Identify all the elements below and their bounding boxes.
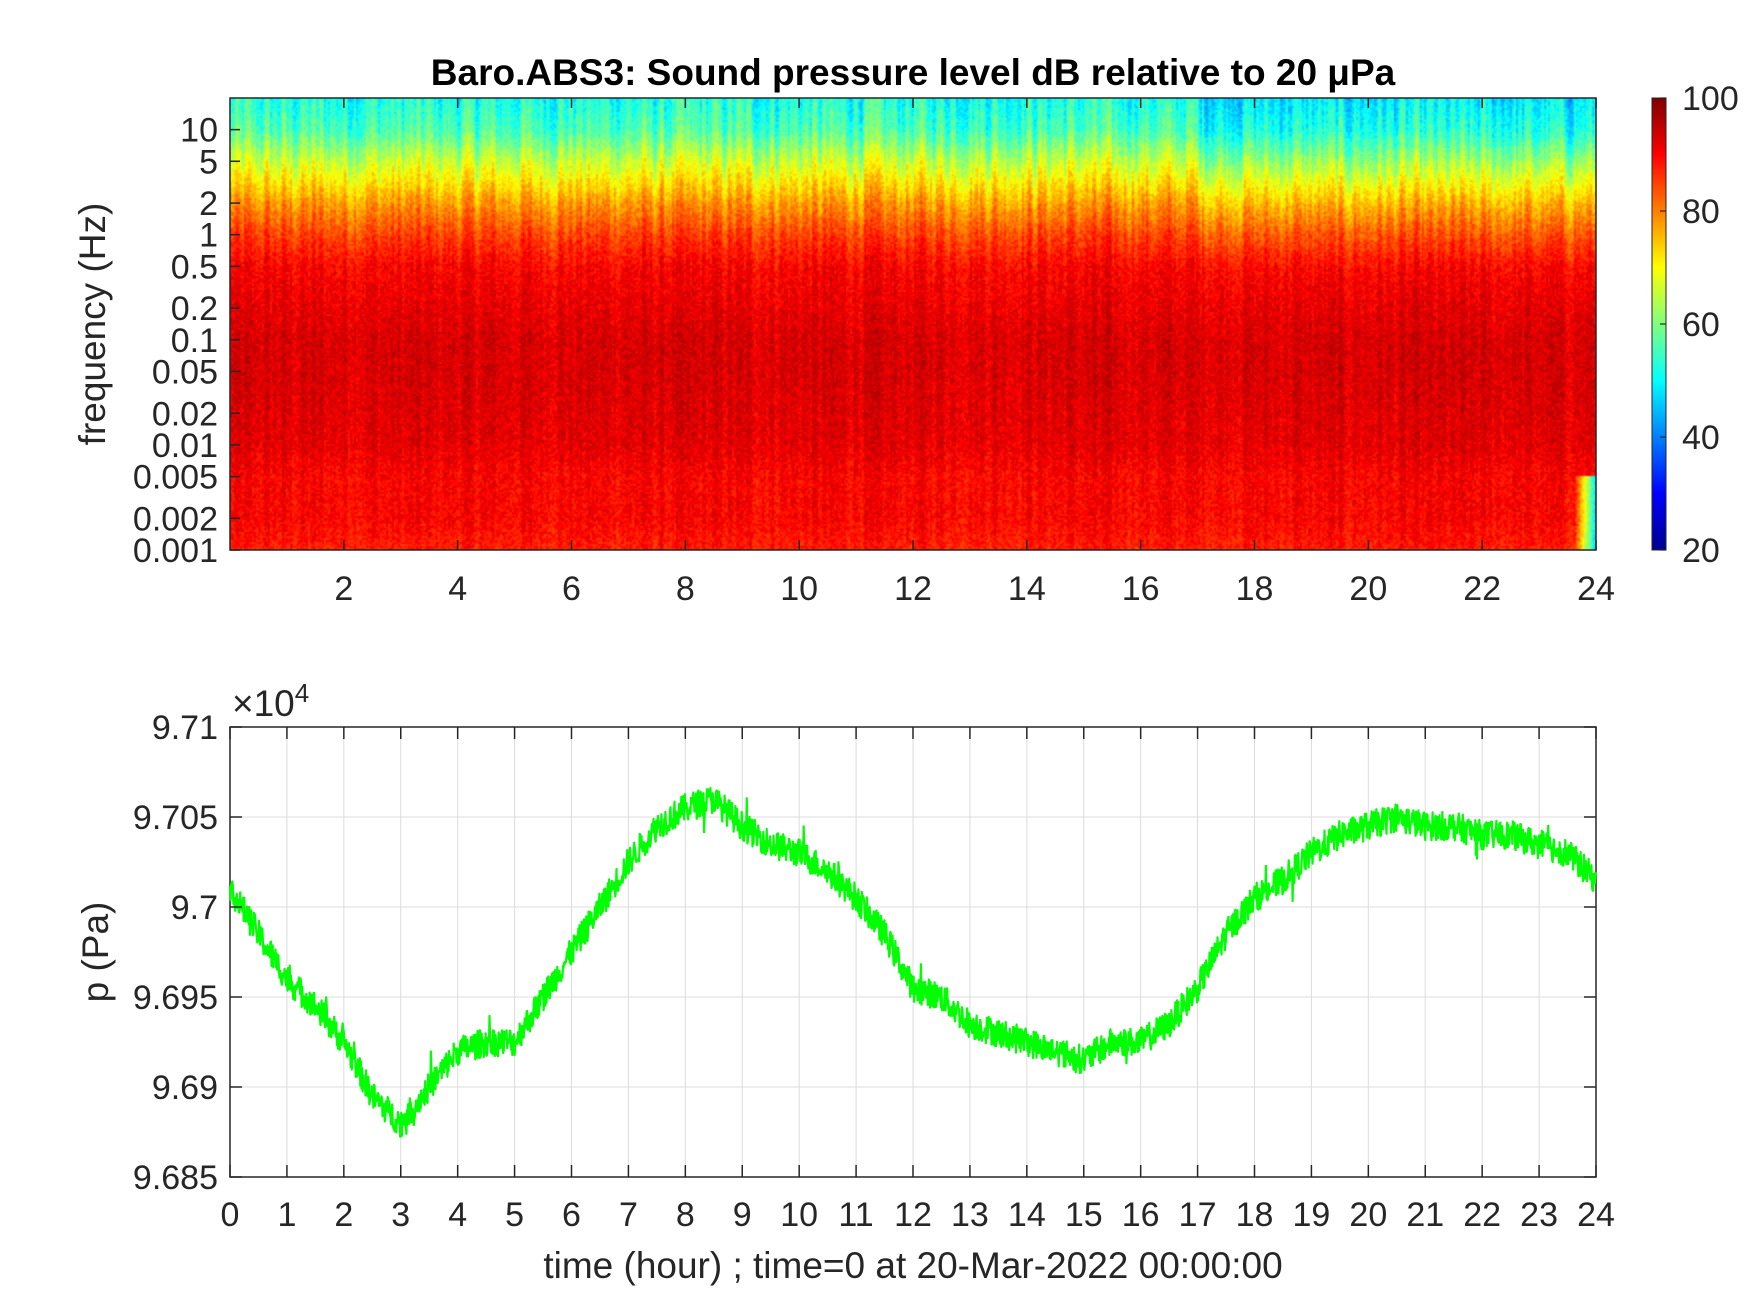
spectrogram-y-tick-label: 2 — [199, 185, 218, 223]
line-chart-y-ticks: 9.71 9.705 9.7 9.695 9.69 9.685 — [133, 709, 1596, 1197]
spectrogram-x-tick-label: 14 — [1008, 570, 1046, 608]
spectrogram-title: Baro.ABS3: Sound pressure level dB relat… — [431, 52, 1396, 93]
spectrogram-y-ticks: 105 210.5 0.20.10.05 0.020.010.0050.0020.00… — [133, 112, 240, 570]
spectrogram-y-tick-label: 0.001 — [133, 532, 218, 570]
line-x-tick-label: 10 — [780, 1196, 818, 1234]
line-x-tick-label: 24 — [1577, 1196, 1615, 1234]
line-chart-y-axis-label: p (Pa) — [75, 902, 116, 1003]
spectrogram-x-tick-label: 22 — [1463, 570, 1501, 608]
line-y-tick-label: 9.695 — [133, 979, 218, 1017]
line-x-tick-label: 13 — [951, 1196, 989, 1234]
line-x-tick-label: 3 — [391, 1196, 410, 1234]
spectrogram-x-tick-label: 8 — [676, 570, 695, 608]
spectrogram-x-tick-label: 10 — [780, 570, 818, 608]
spectrogram-x-tick-label: 6 — [562, 570, 581, 608]
spectrogram-heatmap — [230, 98, 1596, 550]
spectrogram-y-tick-label: 10 — [180, 112, 218, 150]
line-x-tick-label: 7 — [619, 1196, 638, 1234]
spectrogram-y-tick-label: 0.02 — [152, 395, 218, 433]
spectrogram-frame — [229, 97, 1597, 551]
line-x-tick-label: 1 — [277, 1196, 296, 1234]
line-x-tick-label: 20 — [1349, 1196, 1387, 1234]
spectrogram-x-tick-label: 24 — [1577, 570, 1615, 608]
line-chart-grid — [229, 726, 1597, 1178]
spectrogram-x-ticks: 2 4 6 8 10 12 14 16 18 20 22 24 — [334, 98, 1615, 608]
spectrogram-y-tick-label: 0.05 — [152, 353, 218, 391]
spectrogram-x-tick-label: 2 — [334, 570, 353, 608]
line-x-tick-label: 14 — [1008, 1196, 1046, 1234]
line-y-tick-label: 9.685 — [133, 1159, 218, 1197]
colorbar-tick-label: 80 — [1682, 193, 1720, 231]
colorbar-tick-label: 100 — [1682, 80, 1739, 118]
spectrogram-x-tick-label: 20 — [1349, 570, 1387, 608]
colorbar-tick-label: 20 — [1682, 532, 1720, 570]
line-x-tick-label: 2 — [334, 1196, 353, 1234]
spectrogram-y-axis-label: frequency (Hz) — [72, 203, 113, 446]
line-x-tick-label: 16 — [1122, 1196, 1160, 1234]
line-y-tick-label: 9.71 — [152, 709, 218, 747]
line-x-tick-label: 0 — [221, 1196, 240, 1234]
spectrogram-y-tick-label: 0.1 — [171, 322, 218, 360]
y-multiplier-exponent: 4 — [295, 678, 309, 708]
line-y-tick-label: 9.7 — [171, 889, 218, 927]
line-y-tick-label: 9.705 — [133, 799, 218, 837]
line-x-tick-label: 12 — [894, 1196, 932, 1234]
spectrogram-x-tick-label: 12 — [894, 570, 932, 608]
y-multiplier-base: ×10 — [232, 683, 295, 724]
colorbar-tick-label: 40 — [1682, 419, 1720, 457]
line-chart-x-ticks: 0 1 2 3 4 5 6 7 8 9 10 11 12 13 14 15 16 17 18 19 20 21 22 23 24 — [221, 727, 1615, 1234]
spectrogram-y-tick-label: 0.2 — [171, 290, 218, 328]
line-chart-x-axis-label: time (hour) ; time=0 at 20-Mar-2022 00:0… — [543, 1245, 1282, 1286]
line-x-tick-label: 17 — [1179, 1196, 1217, 1234]
spectrogram-x-tick-label: 4 — [448, 570, 467, 608]
colorbar-tick-label: 60 — [1682, 306, 1720, 344]
line-x-tick-label: 9 — [733, 1196, 752, 1234]
spectrogram-y-tick-label: 0.5 — [171, 248, 218, 286]
line-x-tick-label: 8 — [676, 1196, 695, 1234]
spectrogram-y-tick-label: 1 — [199, 217, 218, 255]
spectrogram-x-tick-label: 16 — [1122, 570, 1160, 608]
line-x-tick-label: 22 — [1463, 1196, 1501, 1234]
line-y-tick-label: 9.69 — [152, 1069, 218, 1107]
spectrogram-y-tick-label: 0.002 — [133, 500, 218, 538]
y-multiplier-label: ×104 — [232, 678, 309, 724]
spectrogram-x-tick-label: 18 — [1236, 570, 1274, 608]
line-x-tick-label: 5 — [505, 1196, 524, 1234]
line-x-tick-label: 19 — [1293, 1196, 1331, 1234]
colorbar-ticks: 100 80 60 40 20 — [1660, 80, 1739, 570]
line-x-tick-label: 4 — [448, 1196, 467, 1234]
spectrogram-y-tick-label: 0.005 — [133, 459, 218, 497]
pressure-series-line — [228, 786, 1598, 1138]
spectrogram-y-tick-label: 0.01 — [152, 427, 218, 465]
line-x-tick-label: 11 — [838, 1196, 873, 1234]
line-x-tick-label: 6 — [562, 1196, 581, 1234]
spectrogram-y-tick-label: 5 — [199, 143, 218, 181]
line-x-tick-label: 23 — [1520, 1196, 1558, 1234]
line-x-tick-label: 15 — [1065, 1196, 1103, 1234]
line-x-tick-label: 18 — [1236, 1196, 1274, 1234]
line-x-tick-label: 21 — [1406, 1196, 1444, 1234]
